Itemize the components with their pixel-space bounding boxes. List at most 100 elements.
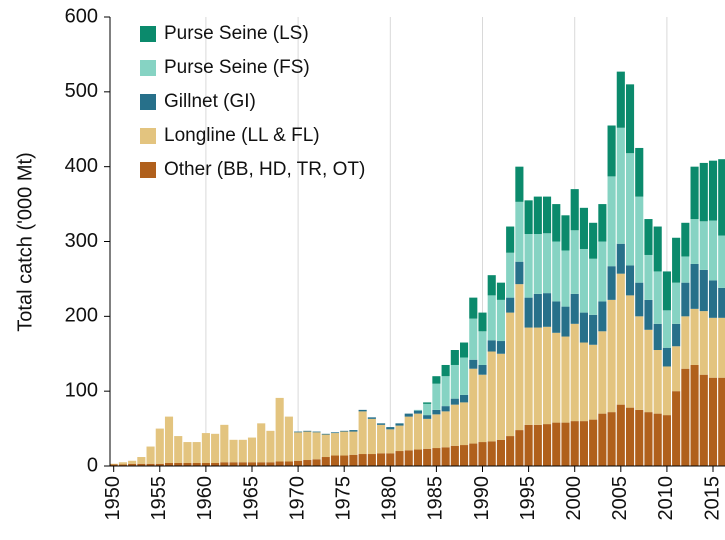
bar-segment (201, 433, 210, 464)
bar-segment (653, 350, 662, 414)
bar-segment (478, 442, 487, 466)
bar-segment (404, 450, 413, 466)
x-tick-label: 1975 (332, 476, 354, 521)
bar-segment (174, 463, 183, 466)
bar-segment (330, 455, 340, 466)
bar-segment (220, 424, 229, 463)
bar-segment (524, 424, 533, 466)
y-tick-label: 100 (65, 379, 98, 401)
bar-segment (340, 431, 349, 456)
bar-segment (275, 397, 284, 462)
bar-segment (515, 201, 524, 262)
bar-segment (589, 344, 598, 420)
x-tick-label: 1990 (471, 476, 493, 521)
bar-segment (681, 282, 690, 317)
bar-segment (211, 433, 220, 464)
bar-segment (469, 318, 478, 360)
bar-segment (330, 432, 340, 434)
bar-segment (155, 463, 164, 466)
bar-segment (570, 421, 579, 466)
bar-segment (294, 431, 303, 433)
bar-segment (625, 153, 635, 266)
bar-segment (625, 407, 635, 466)
bar-segment (598, 331, 607, 414)
bar-segment (432, 383, 441, 410)
bar-segment (607, 176, 616, 267)
bar-segment (579, 421, 588, 466)
x-tick-label: 2015 (701, 476, 723, 521)
bar-segment (561, 250, 570, 307)
bar-segment (552, 301, 561, 333)
bar-segment (653, 226, 662, 272)
bar-segment (681, 316, 690, 369)
bar-segment (441, 447, 450, 466)
bar-segment (432, 376, 441, 384)
bar-segment (432, 448, 441, 466)
bar-segment (616, 71, 625, 128)
bar-segment (349, 431, 358, 455)
bar-segment (662, 415, 671, 466)
bar-segment (607, 266, 616, 300)
bar-segment (598, 241, 607, 302)
bar-segment (542, 424, 552, 466)
bar-segment (358, 454, 367, 466)
bar-segment (616, 127, 625, 244)
bar-segment (478, 331, 487, 365)
bar-segment (662, 271, 671, 311)
legend-swatch (140, 94, 156, 110)
bar-segment (247, 437, 257, 463)
bar-segment (386, 427, 395, 430)
bar-segment (552, 422, 561, 466)
y-tick-label: 200 (65, 305, 98, 327)
y-tick-label: 400 (65, 155, 98, 177)
bar-segment (377, 424, 386, 454)
bar-segment (672, 237, 681, 283)
bar-segment (718, 287, 725, 318)
bar-segment (607, 125, 616, 177)
bar-segment (109, 463, 118, 465)
bar-segment (635, 316, 644, 410)
bar-segment (340, 430, 349, 432)
bar-segment (294, 432, 303, 461)
bar-segment (607, 299, 616, 413)
bar-segment (460, 402, 469, 446)
bar-segment (423, 448, 432, 466)
bar-segment (542, 326, 552, 425)
bar-segment (413, 409, 423, 411)
bar-segment (367, 418, 376, 455)
bar-segment (229, 439, 238, 463)
y-tick-label: 0 (87, 454, 98, 476)
x-tick-label: 1950 (102, 476, 124, 521)
bar-segment (340, 455, 349, 466)
bar-segment (672, 282, 681, 324)
bar-segment (266, 430, 275, 463)
bar-segment (404, 416, 413, 451)
bar-segment (496, 299, 506, 342)
bar-segment (413, 413, 423, 450)
bar-segment (312, 432, 321, 460)
bar-segment (506, 297, 515, 313)
bar-segment (589, 258, 598, 315)
bar-segment (681, 256, 690, 283)
bar-segment (690, 263, 699, 309)
bar-segment (450, 398, 459, 405)
bar-segment (367, 454, 376, 466)
bar-segment (616, 243, 625, 274)
legend-swatch (140, 162, 156, 178)
bar-segment (146, 463, 155, 466)
bar-segment (460, 394, 469, 403)
bar-segment (441, 364, 450, 377)
bar-segment (284, 416, 293, 462)
bar-segment (229, 462, 238, 466)
bar-segment (386, 429, 395, 454)
bar-segment (552, 204, 561, 242)
bar-segment (506, 226, 515, 253)
bar-segment (515, 166, 524, 202)
bar-segment (266, 462, 275, 466)
bar-segment (681, 222, 690, 257)
bar-segment (450, 445, 459, 466)
bar-segment (644, 329, 653, 413)
bar-segment (570, 230, 579, 294)
bar-segment (496, 341, 506, 354)
